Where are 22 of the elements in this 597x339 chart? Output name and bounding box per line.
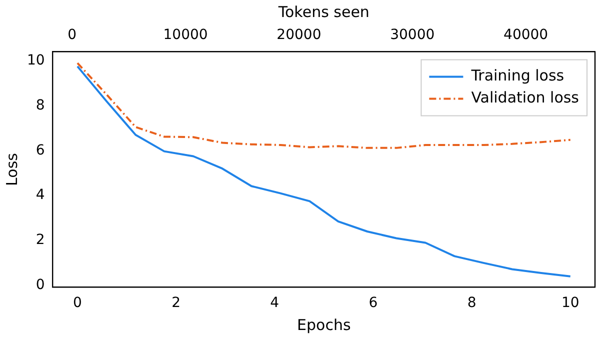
x-tick-label: 4 bbox=[270, 295, 280, 312]
x2-tick-label: 40000 bbox=[504, 27, 548, 44]
x2-tick-label: 20000 bbox=[276, 27, 322, 44]
x2-tick-label: 0 bbox=[68, 27, 77, 44]
x-axis-title: Epochs bbox=[297, 316, 351, 334]
legend-label: Training loss bbox=[470, 66, 564, 85]
legend-label: Validation loss bbox=[471, 88, 580, 107]
y-tick-label: 6 bbox=[36, 142, 45, 158]
x-tick-label: 10 bbox=[561, 295, 580, 312]
x2-axis-title: Tokens seen bbox=[277, 2, 370, 21]
x-tick-label: 8 bbox=[467, 295, 476, 312]
y-tick-label: 0 bbox=[36, 277, 45, 294]
x-tick-label: 6 bbox=[368, 295, 378, 312]
x2-tick-label: 10000 bbox=[163, 27, 208, 44]
y-tick-label: 4 bbox=[36, 187, 45, 204]
y-tick-label: 8 bbox=[36, 97, 45, 114]
x2-tick-label: 30000 bbox=[390, 27, 435, 44]
x-tick-label: 0 bbox=[73, 295, 82, 312]
y-tick-label: 10 bbox=[26, 52, 45, 68]
y-tick-label: 2 bbox=[36, 232, 45, 248]
y-axis-title: Loss bbox=[2, 152, 21, 186]
x-tick-label: 2 bbox=[172, 295, 180, 312]
